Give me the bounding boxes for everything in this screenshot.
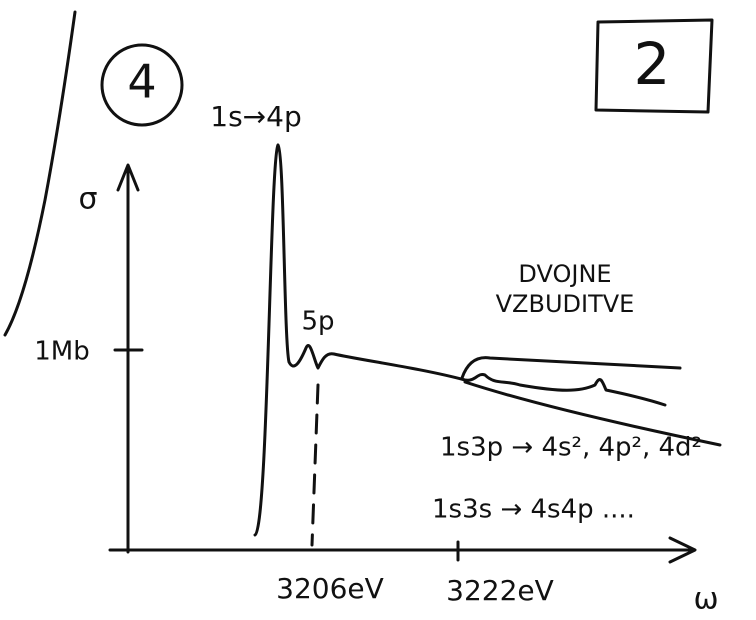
region-title: DVOJNE: [518, 260, 611, 288]
y-tick-label: 1Mb: [34, 337, 89, 367]
x-tick-label: 3222eV: [446, 574, 554, 607]
y-label: σ: [78, 182, 97, 217]
transition: 1s3s → 4s4p ....: [432, 495, 635, 525]
x-tick-label: 3206eV: [276, 572, 384, 605]
x-label: ω: [693, 582, 718, 617]
sketch: 4 2 σ ω 1Mb 3206eV 3222eV 1s→4p 5p DVOJN…: [0, 0, 756, 620]
transition: 1s3p → 4s², 4p², 4d²: [440, 433, 702, 463]
peak-label: 1s→4p: [210, 100, 301, 133]
circled-number: 4: [127, 55, 156, 109]
peak-label: 5p: [301, 307, 334, 337]
region-title: VZBUDITVE: [496, 290, 635, 318]
boxed-number: 2: [634, 30, 671, 98]
